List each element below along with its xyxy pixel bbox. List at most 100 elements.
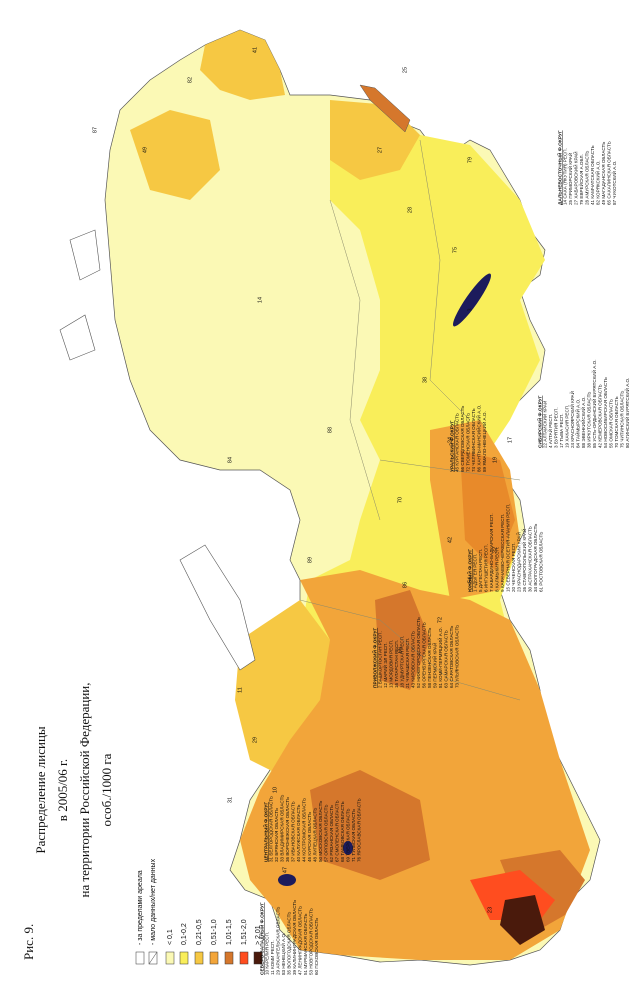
district-region: 29 АРХАНГЕЛЬСКАЯ ОБЛАСТЬ [276, 907, 281, 975]
district-region: 17 ТЫВА РЕСП. [559, 413, 564, 448]
district-region: 34 ВОЛГОГРАДСКАЯ ОБЛАСТЬ [533, 524, 538, 592]
district-region: 81 КОМИ-ПЕРМЯЦКИЙ А.О. [436, 627, 443, 688]
region-number: 75 [452, 247, 458, 253]
region-number: 10 [272, 787, 278, 793]
region-number: 82 [187, 77, 193, 83]
district-region: 39 КАЛИНИНГРАДСКАЯ ОБЛАСТЬ [292, 900, 297, 975]
district-region: 70 ТОМСКАЯ ОБЛАСТЬ [614, 396, 619, 448]
region-number: 14 [257, 297, 263, 303]
boundary [299, 599, 521, 701]
district-title: ПРИВОЛЖСКИЙ Ф.ОКРУГ [370, 628, 378, 688]
district-region: 12 МАРИЙ ЭЛ РЕСП. [381, 642, 388, 688]
district-region: 89 ЯМАЛО-НЕНЕЦКИЙ А.О. [480, 411, 487, 472]
district-region: 1 АДЫГЕЯ РЕСП. [473, 554, 478, 592]
district-region: 71 ТУЛЬСКАЯ ОБЛАСТЬ [351, 809, 356, 862]
district-region: 53 НОВГОРОДСКАЯ ОБЛАСТЬ [309, 908, 314, 975]
district-title: СИБИРСКИЙ Ф.ОКРУГ [535, 395, 543, 448]
district-region: 52 НИЖЕГОРОДСКАЯ ОБЛАСТЬ [416, 617, 421, 688]
district-region: 25 ПРИМОРСКИЙ КРАЙ [566, 153, 573, 205]
boundary [329, 199, 381, 521]
district-region: 47 ЛЕНИНГРАДСКАЯ ОБЛАСТЬ [298, 906, 303, 975]
district-region: 6 ИНГУШЕТИЯ РЕСП. [484, 544, 489, 592]
district-title: УРАЛЬСКИЙ Ф.ОКРУГ [447, 420, 455, 472]
region-number: 79 [467, 157, 473, 163]
district-region: 68 ТАМБОВСКАЯ ОБЛАСТЬ [340, 801, 345, 862]
district-region: 44 КОСТРОМСКАЯ ОБЛАСТЬ [302, 798, 307, 862]
district-region: 42 КЕМЕРОВСКАЯ ОБЛАСТЬ [598, 384, 603, 448]
district-region: 5 ДАГЕСТАН РЕСП. [478, 549, 483, 592]
district-region: 15 СЕВЕРНАЯ ОСЕТИЯ-АЛАНИЯ РЕСП. [506, 504, 511, 592]
district-region: 62 РЯЗАНСКАЯ ОБЛАСТЬ [329, 805, 334, 862]
district-region: 73 УЛЬЯНОВСКАЯ ОБЛАСТЬ [455, 625, 460, 688]
zone [310, 770, 430, 880]
legend-label: 1,51-2,0 [241, 919, 248, 945]
region-number: 49 [142, 147, 148, 153]
district-title: ЮЖНЫЙ Ф.ОКРУГ [465, 549, 473, 592]
region-number: 86 [402, 582, 408, 588]
title: Распределение лисицы [33, 726, 48, 854]
region-number: 25 [402, 67, 408, 73]
district-region: 51 МУРМАНСКАЯ ОБЛАСТЬ [303, 913, 308, 975]
legend-swatch [179, 951, 189, 965]
legend-label: - мало данных/нет данных [150, 858, 157, 945]
district-region: 14 САХА (ЯКУТИЯ) РЕСП. [563, 148, 568, 205]
legend-label: < 0,1 [167, 929, 174, 945]
region-number: 72 [437, 617, 443, 623]
district-region: 16 ТАТАРСТАН РЕСП. [394, 640, 399, 688]
legend-label: 0,51-1,0 [211, 919, 218, 945]
district-region: 69 ТВЕРСКАЯ ОБЛАСТЬ [346, 808, 351, 862]
text-layer: 41 82 87 49 27 25 79 28 14 75 3 38 88 84 24 17 19 42 22 54 7… [21, 47, 630, 975]
district-region: 57 ОРЛОВСКАЯ ОБЛАСТЬ [324, 805, 329, 862]
legend-swatch [135, 951, 145, 965]
district-region: 86 ХАНТЫ-МАНСИЙСКИЙ А.О. [475, 405, 482, 472]
title: на территории Российской Федерации, [77, 682, 92, 897]
district-region: 64 САРАТОВСКАЯ ОБЛАСТЬ [449, 626, 454, 688]
region-number: 23 [487, 907, 493, 913]
region-number: 3 [467, 308, 473, 311]
district-region: 9 КАРАЧАЕВО-ЧЕРКЕССКАЯ РЕСП. [500, 514, 505, 592]
district-region: 21 ЧУВАШСКАЯ РЕСП. [405, 638, 410, 688]
district-region: 84 ТАЙМЫРСКИЙ А.О. [574, 399, 581, 448]
lake [278, 874, 296, 886]
region-number: 28 [407, 207, 413, 213]
legend-swatch [165, 951, 175, 965]
legend-label: 1,01-1,5 [226, 919, 233, 945]
district-region: 22 АЛТАЙСКИЙ КРАЙ [541, 401, 548, 448]
district-region: 46 КУРСКАЯ ОБЛАСТЬ [307, 812, 312, 862]
region-number: 41 [252, 47, 258, 53]
district-region: 7 КАБАРДИНО-БАЛКАРСКАЯ РЕСП. [489, 513, 494, 592]
district-region: 31 БЕЛГОРОДСКАЯ ОБЛАСТЬ [269, 796, 274, 862]
district-region: 45 КУРГАНСКАЯ ОБЛАСТЬ [455, 413, 460, 472]
district-region: 20 ЧЕЧЕНСКАЯ РЕСП. [511, 542, 516, 592]
district-title: ЦЕНТРАЛЬНЫЙ Ф.ОКРУГ [261, 802, 269, 862]
region-number: 47 [282, 867, 288, 873]
district-region: 8 КАЛМЫКИЯ РЕСП. [495, 547, 500, 592]
legend-hatch [148, 951, 158, 965]
district-region: 65 САХАЛИНСКАЯ ОБЛАСТЬ [607, 141, 612, 205]
district-region: 32 БРЯНСКАЯ ОБЛАСТЬ [274, 808, 279, 862]
district-region: 28 АМУРСКАЯ ОБЛАСТЬ [585, 151, 590, 205]
legend-swatch [194, 951, 204, 965]
region-number: 29 [252, 737, 258, 743]
figure-label: Рис. 9. [21, 924, 36, 960]
legend-label: 0,21-0,5 [196, 919, 203, 945]
district-region: 55 ОМСКАЯ ОБЛАСТЬ [609, 399, 614, 448]
district-region: 56 ОРЕНБУРГСКАЯ ОБЛАСТЬ [422, 622, 427, 688]
district-region: 80 АГИНСКИЙ БУРЯТСКИЙ А.О. [623, 378, 630, 448]
island [59, 314, 96, 361]
island [359, 84, 411, 133]
region-number: 66 [397, 647, 403, 653]
title: в 2005/06 г. [55, 759, 70, 821]
region-number: 88 [327, 427, 333, 433]
legend-label: 0,1-0,2 [181, 923, 188, 945]
district-title: ДАЛЬНЕВОСТОЧНЫЙ Ф.ОКРУГ [555, 130, 563, 205]
district-region: 13 МОРДОВИЯ РЕСП. [389, 640, 394, 688]
region-number: 11 [237, 687, 243, 693]
region-number: 27 [377, 147, 383, 153]
district-region: 24 КРАСНОЯРСКИЙ КРАЙ [568, 391, 575, 448]
region-number: 42 [447, 537, 453, 543]
district-region: 30 АСТРАХАНСКАЯ ОБЛАСТЬ [528, 526, 533, 592]
zone [460, 450, 515, 570]
district-region: 38 ИРКУТСКАЯ ОБЛАСТЬ [587, 392, 592, 448]
district-region: 19 ХАКАСИЯ РЕСП. [565, 405, 570, 448]
